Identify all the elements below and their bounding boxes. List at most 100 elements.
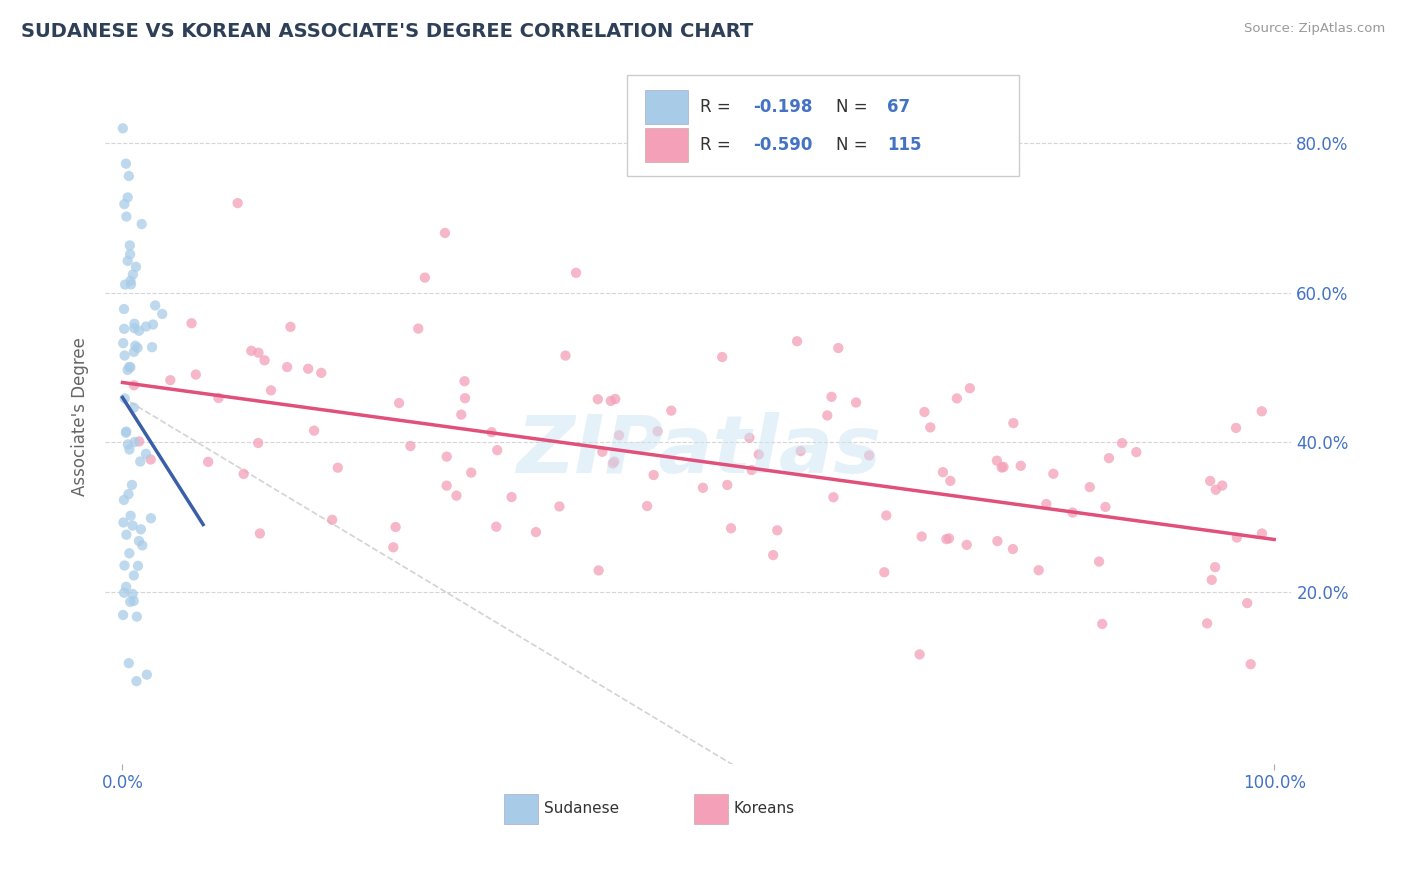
Point bbox=[112, 516, 135, 530]
Point bbox=[591, 445, 613, 459]
Point bbox=[607, 428, 630, 442]
Point bbox=[692, 481, 714, 495]
Point bbox=[120, 277, 142, 292]
Point bbox=[121, 478, 143, 492]
Point bbox=[586, 392, 609, 407]
Point bbox=[820, 390, 842, 404]
Point bbox=[311, 366, 333, 380]
Point bbox=[120, 360, 142, 375]
Point bbox=[384, 520, 406, 534]
Point bbox=[118, 169, 141, 183]
Point bbox=[184, 368, 207, 382]
Point bbox=[1236, 596, 1258, 610]
Point bbox=[605, 392, 627, 406]
Point bbox=[127, 558, 149, 573]
Point bbox=[125, 609, 148, 624]
Point bbox=[986, 453, 1008, 467]
Point bbox=[875, 508, 897, 523]
Point bbox=[117, 437, 139, 451]
Point bbox=[124, 317, 146, 331]
Text: N =: N = bbox=[837, 136, 873, 154]
Point bbox=[588, 563, 610, 577]
Point bbox=[603, 454, 626, 468]
Y-axis label: Associate's Degree: Associate's Degree bbox=[72, 336, 89, 496]
Point bbox=[481, 425, 503, 440]
FancyBboxPatch shape bbox=[645, 128, 688, 162]
Point bbox=[1111, 436, 1133, 450]
Point bbox=[115, 580, 138, 594]
Point bbox=[226, 196, 249, 211]
Point bbox=[115, 425, 138, 439]
Point bbox=[990, 460, 1012, 475]
Point bbox=[453, 374, 475, 388]
Point bbox=[436, 450, 458, 464]
Point bbox=[114, 558, 136, 573]
Point bbox=[946, 392, 969, 406]
Point bbox=[1199, 474, 1222, 488]
Point bbox=[599, 393, 621, 408]
Point bbox=[711, 350, 734, 364]
Point bbox=[920, 420, 942, 434]
Point bbox=[938, 532, 960, 546]
Point bbox=[321, 513, 343, 527]
Point bbox=[935, 532, 957, 546]
Point bbox=[789, 444, 811, 458]
Point bbox=[602, 457, 624, 471]
Point bbox=[912, 405, 935, 419]
Point bbox=[297, 361, 319, 376]
Point bbox=[939, 474, 962, 488]
Point bbox=[741, 463, 763, 477]
Point bbox=[1035, 497, 1057, 511]
Point bbox=[122, 378, 145, 392]
Point bbox=[114, 277, 136, 292]
Point bbox=[873, 566, 896, 580]
Point bbox=[247, 436, 270, 450]
Point bbox=[1205, 483, 1227, 497]
Point bbox=[716, 478, 738, 492]
Point bbox=[197, 455, 219, 469]
Point bbox=[1091, 616, 1114, 631]
Point bbox=[122, 568, 145, 582]
Point bbox=[120, 508, 142, 523]
Point bbox=[827, 341, 849, 355]
Point bbox=[1197, 616, 1219, 631]
Point bbox=[121, 587, 143, 601]
Point bbox=[1002, 416, 1025, 430]
Point bbox=[302, 424, 325, 438]
Point bbox=[114, 392, 136, 406]
Text: -0.198: -0.198 bbox=[752, 98, 813, 116]
Point bbox=[524, 525, 547, 540]
Point bbox=[956, 538, 979, 552]
Point bbox=[122, 344, 145, 359]
Point bbox=[720, 521, 742, 535]
Point bbox=[131, 538, 153, 552]
Point bbox=[858, 449, 880, 463]
Point bbox=[124, 339, 146, 353]
Point bbox=[141, 340, 163, 354]
Point bbox=[501, 490, 523, 504]
Point bbox=[1094, 500, 1116, 514]
Point bbox=[446, 489, 468, 503]
Point bbox=[823, 490, 845, 504]
Point bbox=[959, 381, 981, 395]
Point bbox=[1098, 451, 1121, 466]
Point bbox=[128, 324, 150, 338]
Point bbox=[932, 465, 955, 479]
Point bbox=[115, 425, 138, 440]
Point bbox=[993, 459, 1015, 474]
Point bbox=[115, 527, 138, 541]
Point bbox=[382, 541, 405, 555]
Point bbox=[135, 319, 157, 334]
Point bbox=[786, 334, 808, 349]
FancyBboxPatch shape bbox=[693, 794, 728, 824]
Point bbox=[486, 443, 509, 458]
Point bbox=[986, 534, 1008, 549]
Point bbox=[118, 656, 141, 670]
Point bbox=[117, 363, 139, 377]
Point bbox=[260, 384, 283, 398]
Point bbox=[1078, 480, 1101, 494]
Point bbox=[131, 217, 153, 231]
Point bbox=[207, 391, 229, 405]
Point bbox=[413, 270, 436, 285]
Point bbox=[1001, 542, 1024, 557]
